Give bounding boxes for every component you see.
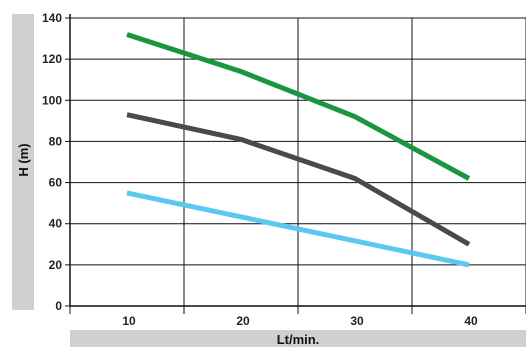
grid: [65, 14, 526, 314]
series-line-3: [126, 190, 470, 268]
y-tick-label: 40: [49, 217, 63, 231]
y-tick-label: 20: [49, 258, 63, 272]
y-tick-label: 120: [42, 52, 62, 66]
series-line-1: [126, 32, 471, 181]
tick-labels: 0 20 40 60 80 100 120 140 10 20 30 40: [42, 11, 478, 328]
x-tick-label: 20: [236, 314, 250, 328]
y-tick-label: 100: [42, 93, 62, 107]
x-tick-label: 30: [350, 314, 364, 328]
series-line-2: [126, 112, 471, 247]
y-axis-title: H (m): [16, 143, 31, 176]
x-axis-band: [70, 330, 526, 347]
y-tick-label: 80: [49, 134, 63, 148]
y-tick-label: 140: [42, 11, 62, 25]
y-axis-band: [12, 14, 34, 310]
x-tick-label: 40: [464, 314, 478, 328]
x-axis-title: Lt/min.: [277, 332, 320, 347]
x-tick-label: 10: [122, 314, 136, 328]
y-tick-label: 60: [49, 176, 63, 190]
y-tick-label: 0: [55, 299, 62, 313]
series-lines: [126, 32, 471, 268]
